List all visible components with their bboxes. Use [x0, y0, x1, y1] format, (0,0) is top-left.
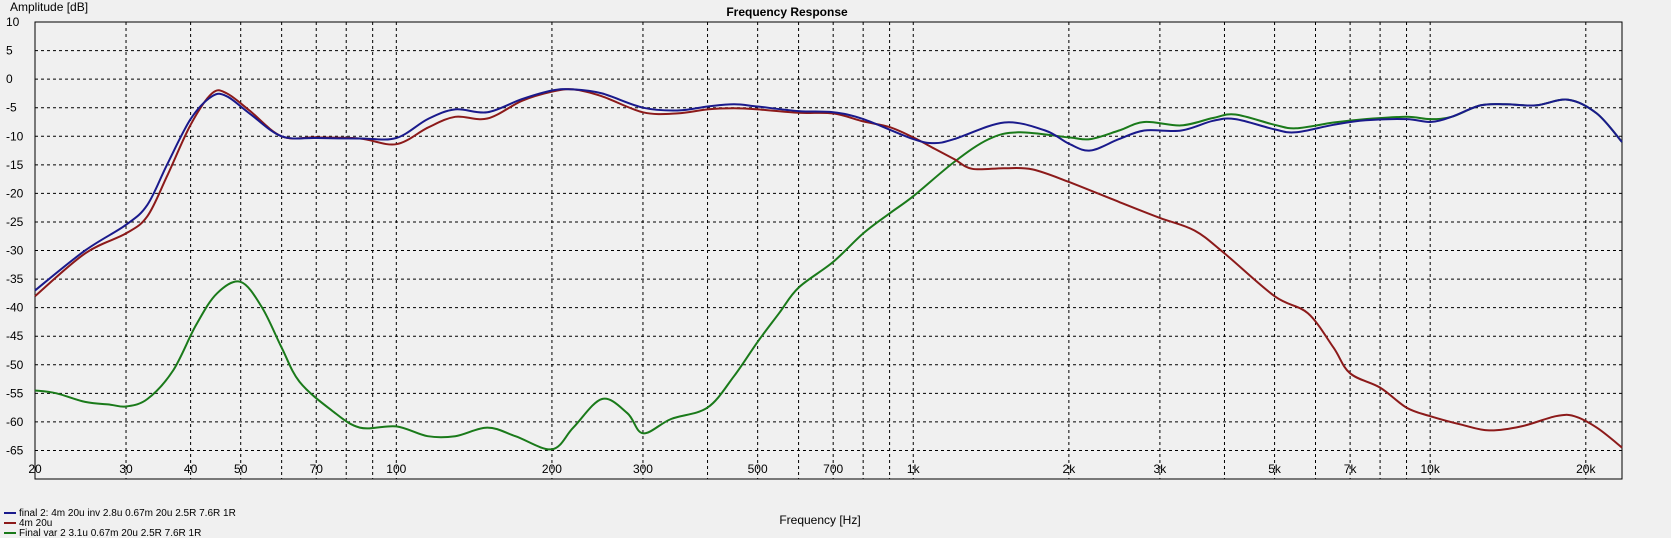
x-tick-label: 20k [1576, 462, 1596, 476]
x-tick-label: 70 [310, 462, 324, 476]
legend-label-3: Final var 2 3.1u 0.67m 20u 2.5R 7.6R 1R [19, 528, 201, 538]
y-tick-label: 10 [6, 15, 20, 29]
x-tick-label: 5k [1268, 462, 1282, 476]
x-tick-label: 7k [1344, 462, 1358, 476]
y-tick-label: -45 [6, 329, 24, 343]
y-tick-label: -40 [6, 301, 24, 315]
x-tick-label: 1k [907, 462, 921, 476]
y-tick-label: 5 [6, 44, 13, 58]
x-tick-label: 500 [748, 462, 768, 476]
y-tick-label: -65 [6, 443, 24, 457]
x-tick-label: 20 [28, 462, 42, 476]
y-tick-label: -35 [6, 272, 24, 286]
y-axis-label: Amplitude [dB] [10, 0, 88, 14]
chart-title: Frequency Response [726, 5, 848, 19]
x-tick-label: 3k [1154, 462, 1168, 476]
x-tick-label: 200 [542, 462, 562, 476]
x-axis-label: Frequency [Hz] [779, 513, 860, 527]
x-tick-label: 10k [1421, 462, 1441, 476]
legend-label-1: final 2: 4m 20u inv 2.8u 0.67m 20u 2.5R … [19, 508, 236, 519]
y-tick-label: -20 [6, 186, 24, 200]
x-tick-label: 700 [823, 462, 843, 476]
y-tick-label: -10 [6, 129, 24, 143]
y-tick-label: -30 [6, 244, 24, 258]
x-tick-label: 30 [119, 462, 133, 476]
y-tick-label: -50 [6, 358, 24, 372]
series-line-3 [34, 98, 1623, 451]
grid [35, 22, 1622, 479]
x-tick-label: 2k [1063, 462, 1077, 476]
y-tick-label: 0 [6, 72, 13, 86]
y-tick-label: -60 [6, 415, 24, 429]
y-tick-label: -5 [6, 101, 17, 115]
x-tick-label: 50 [234, 462, 248, 476]
series-group [34, 88, 1623, 451]
x-tick-labels: 20 30 40 50 70 100 200 300 500 700 1k 2k 3k 5k 7k 10k 20… [28, 462, 1596, 476]
legend-label-2: 4m 20u [19, 518, 52, 529]
series-line-1 [34, 88, 1623, 292]
y-tick-label: -25 [6, 215, 24, 229]
y-tick-labels: 10 5 0 -5 -10 -15 -20 -25 -30 -35 -40 -45 -50 -55 -60 -… [6, 15, 24, 457]
y-tick-label: -55 [6, 386, 24, 400]
x-tick-label: 40 [184, 462, 198, 476]
x-tick-label: 300 [633, 462, 653, 476]
y-tick-label: -15 [6, 158, 24, 172]
x-tick-label: 100 [386, 462, 406, 476]
legend: final 2: 4m 20u inv 2.8u 0.67m 20u 2.5R … [4, 508, 236, 538]
